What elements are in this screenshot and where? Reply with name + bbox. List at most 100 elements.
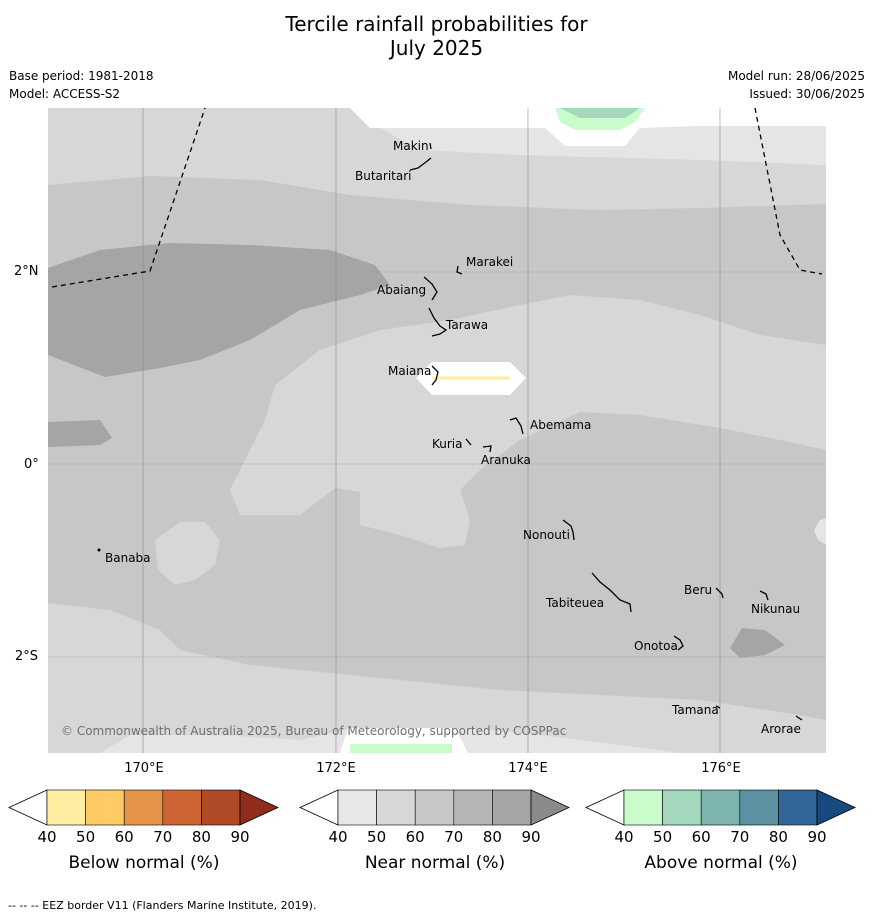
title-line-2: July 2025	[389, 36, 484, 60]
colorbar-segment	[662, 789, 702, 826]
colorbar-tick-label: 50	[653, 828, 673, 846]
label-maiana: Maiana	[388, 364, 432, 378]
colorbar-above-normal	[585, 789, 856, 826]
label-arorae: Arorae	[761, 722, 801, 736]
near-normal-south	[48, 603, 826, 753]
colorbar-below-normal	[8, 789, 279, 826]
colorbar-tick-label: 80	[768, 828, 788, 846]
colorbar-low-extend	[299, 789, 339, 826]
above-normal-top-dark	[560, 108, 640, 118]
colorbar-segment	[739, 789, 779, 826]
island-tabiteuea	[591, 572, 632, 613]
label-nikunau: Nikunau	[751, 602, 801, 616]
colorbar-tick-label: 80	[482, 828, 502, 846]
colorbar-high-extend	[816, 789, 856, 826]
lat-label-2n: 2°N	[14, 264, 39, 279]
colorbar-tick-label: 70	[444, 828, 464, 846]
colorbar-tick-label: 60	[405, 828, 425, 846]
title-line-1: Tercile rainfall probabilities for	[285, 12, 588, 36]
colorbar-high-extend	[530, 789, 570, 826]
island-banaba	[97, 548, 101, 552]
island-marakei	[456, 265, 463, 275]
meta-left: Base period: 1981-2018 Model: ACCESS-S2	[9, 67, 154, 103]
label-tamana: Tamana	[672, 703, 719, 717]
island-tamana	[715, 705, 721, 709]
colorbar-segment	[46, 789, 86, 826]
label-marakei: Marakei	[466, 255, 514, 269]
colorbar-tick-label: 60	[691, 828, 711, 846]
label-aranuka: Aranuka	[481, 453, 531, 467]
eez-legend-footer: -- -- -- EEZ border V11 (Flanders Marine…	[8, 899, 317, 912]
eez-border-east	[754, 107, 823, 275]
island-butaritari	[409, 157, 432, 171]
colorbar-tick-label: 90	[807, 828, 827, 846]
eez-border	[51, 107, 823, 288]
label-onotoa: Onotoa	[634, 639, 678, 653]
near-normal-70-80-east	[730, 628, 785, 658]
colorbar-tick-label: 50	[76, 828, 96, 846]
colorbar-tick-label: 90	[521, 828, 541, 846]
colorbar-tick-label: 40	[614, 828, 634, 846]
east-light-patch	[814, 518, 826, 545]
model-name: Model: ACCESS-S2	[9, 87, 121, 101]
island-kuria	[465, 438, 472, 446]
colorbar-segment	[623, 789, 663, 826]
colorbar-segment	[201, 789, 241, 826]
lon-label-176: 176°E	[701, 761, 741, 776]
above-normal-south	[350, 744, 452, 753]
probability-fill	[48, 108, 826, 753]
copyright-notice: © Commonwealth of Australia 2025, Bureau…	[61, 724, 567, 738]
island-abaiang	[423, 276, 438, 301]
colorbar-tick-label: 40	[37, 828, 57, 846]
island-arorae	[795, 715, 803, 721]
meta-right: Model run: 28/06/2025 Issued: 30/06/2025	[728, 67, 865, 103]
lon-label-170: 170°E	[124, 761, 164, 776]
lon-label-172: 172°E	[316, 761, 356, 776]
label-abaiang: Abaiang	[377, 283, 427, 297]
island-onotoa	[673, 635, 684, 651]
label-nonouti: Nonouti	[523, 528, 570, 542]
lat-label-0: 0°	[24, 457, 39, 472]
near-normal-70-80-small	[48, 420, 112, 447]
colorbar-low-extend	[585, 789, 625, 826]
base-period: Base period: 1981-2018	[9, 69, 154, 83]
label-makin: Makin	[393, 139, 429, 153]
colorbar-tick-label: 70	[153, 828, 173, 846]
label-tarawa: Tarawa	[446, 318, 489, 332]
island-makin	[429, 142, 432, 150]
colorbar-title-near: Near normal (%)	[364, 853, 506, 873]
colorbar-segment	[453, 789, 493, 826]
colorbar-high-extend	[239, 789, 279, 826]
model-run: Model run: 28/06/2025	[727, 69, 865, 83]
colorbar-tick-label: 80	[191, 828, 211, 846]
colorbar-segment	[414, 789, 455, 826]
island-abemama	[509, 417, 524, 435]
graticule	[48, 108, 826, 753]
colorbar-tick-label: 40	[328, 828, 348, 846]
colorbar-tick-label: 90	[230, 828, 250, 846]
colorbar-low-extend	[8, 789, 48, 826]
islands	[409, 142, 803, 721]
label-banaba: Banaba	[105, 551, 151, 565]
island-tarawa	[428, 307, 448, 337]
colorbar-segment	[778, 789, 818, 826]
lon-label-174: 174°E	[508, 761, 548, 776]
label-kuria: Kuria	[432, 437, 463, 451]
island-maiana	[431, 365, 439, 386]
colorbar-tick-label: 50	[367, 828, 387, 846]
near-normal-70-80-west	[48, 243, 390, 377]
colorbar-title-above: Above normal (%)	[644, 853, 798, 873]
island-nikunau	[759, 590, 769, 601]
colorbar-segment	[700, 789, 741, 826]
colorbar-tick-label: 70	[730, 828, 750, 846]
colorbar-segment	[162, 789, 202, 826]
colorbar-tick-label: 60	[114, 828, 134, 846]
colorbar-near-normal	[299, 789, 570, 826]
eez-border-west	[51, 107, 206, 288]
island-beru	[715, 587, 724, 599]
island-nonouti	[562, 519, 575, 541]
colorbar-segment	[376, 789, 416, 826]
label-abemama: Abemama	[530, 418, 592, 432]
island-aranuka	[482, 445, 492, 453]
colorbar-segment	[123, 789, 164, 826]
